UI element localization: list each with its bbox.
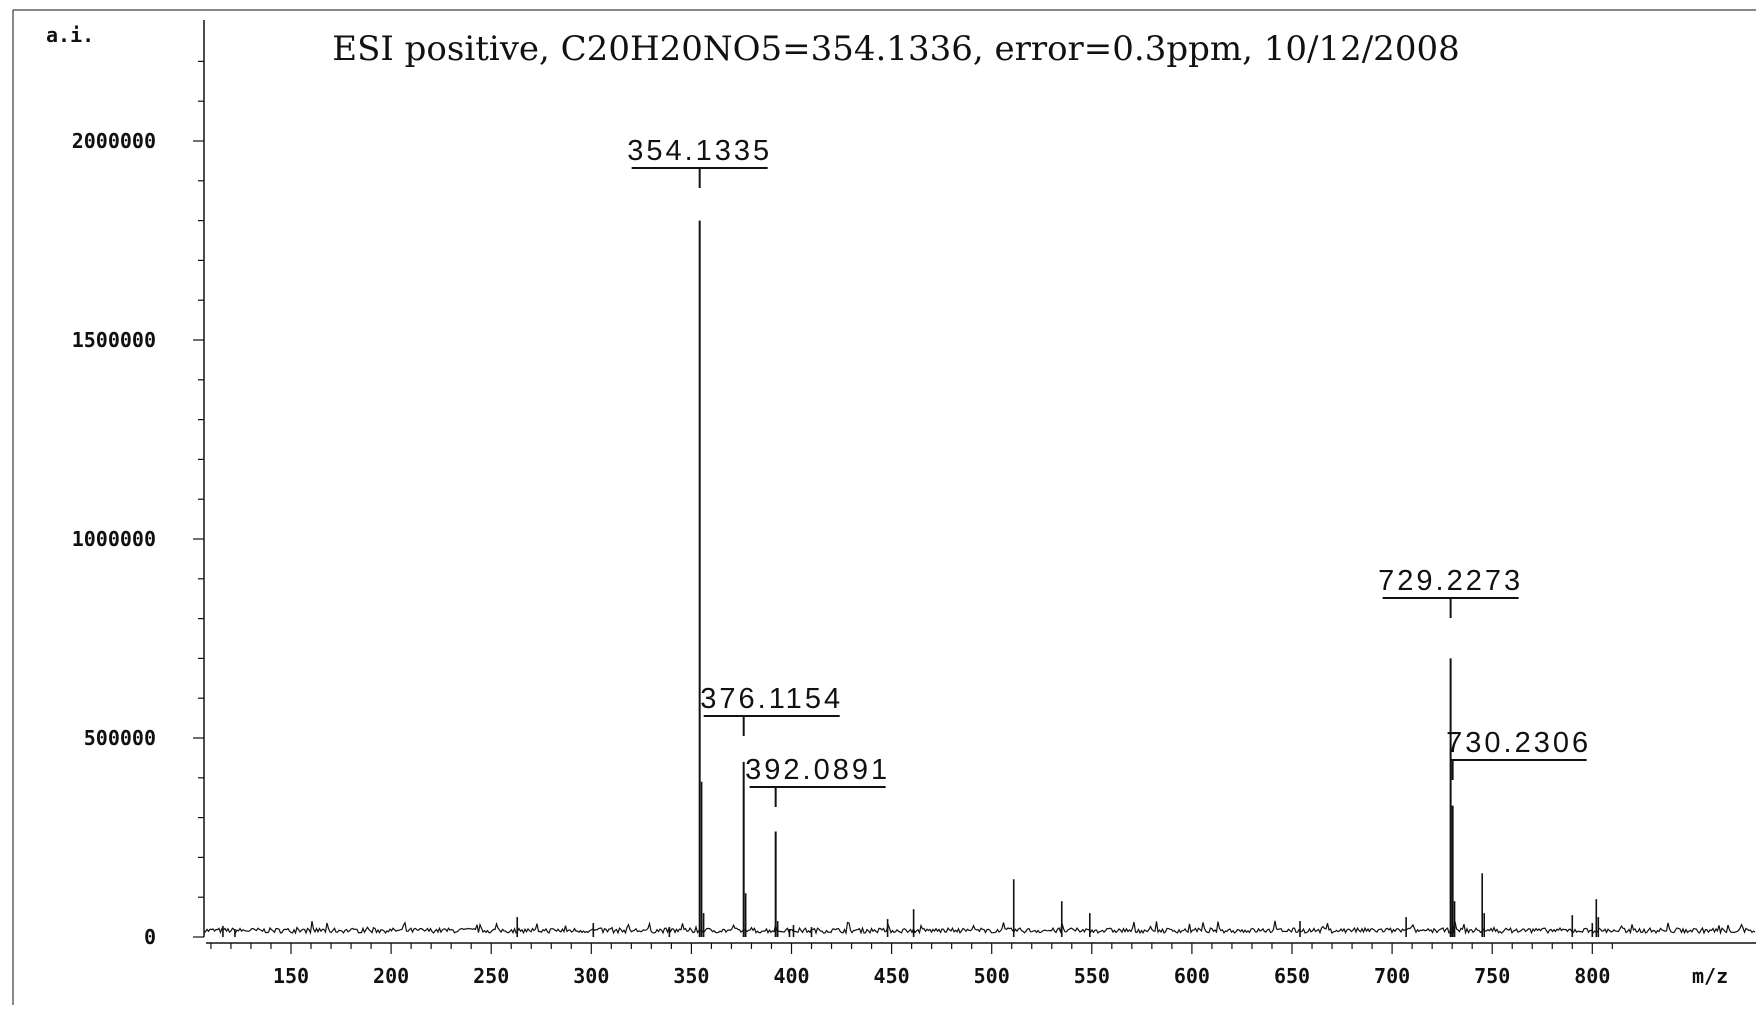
y-axis-label: a.i. [46, 23, 94, 47]
x-tick-label: 500 [974, 964, 1010, 988]
y-tick-label: 1500000 [72, 328, 156, 352]
x-tick-label: 800 [1574, 964, 1610, 988]
x-axis: 150 200 250 300 350 400 450 500 550 600 650 700 750 8… [206, 942, 1756, 988]
x-tick-label: 750 [1474, 964, 1510, 988]
spectrum-trace [203, 920, 1756, 936]
x-tick-label: 300 [573, 964, 609, 988]
x-tick-label: 550 [1074, 964, 1110, 988]
peak-label: 376.1154 [700, 683, 843, 715]
peak-label: 730.2306 [1446, 727, 1591, 759]
peak-label: 729.2273 [1378, 565, 1523, 597]
x-tick-label: 400 [773, 964, 809, 988]
peak-annotations: 354.1335 376.1154 392.0891 729.2273 730.2306 [627, 135, 1591, 807]
x-tick-label: 350 [673, 964, 709, 988]
x-axis-label: m/z [1692, 964, 1728, 988]
y-tick-label: 1000000 [72, 527, 156, 551]
chart-title: ESI positive, C20H20NO5=354.1336, error=… [332, 29, 1459, 69]
y-tick-label: 2000000 [72, 129, 156, 153]
baseline-noise [203, 920, 1756, 936]
x-tick-label: 250 [473, 964, 509, 988]
x-tick-label: 200 [373, 964, 409, 988]
x-tick-label: 150 [273, 964, 309, 988]
x-tick-label: 650 [1274, 964, 1310, 988]
peak-label: 392.0891 [745, 754, 890, 786]
y-axis: 0 500000 1000000 1500000 2000000 [72, 20, 205, 949]
x-tick-label: 600 [1174, 964, 1210, 988]
peak-series [222, 220, 1600, 937]
x-tick-label: 450 [874, 964, 910, 988]
plot-frame [12, 9, 1756, 1005]
peak-label: 354.1335 [627, 135, 772, 167]
y-tick-label: 0 [144, 925, 156, 949]
y-tick-label: 500000 [84, 726, 156, 750]
x-tick-label: 700 [1374, 964, 1410, 988]
